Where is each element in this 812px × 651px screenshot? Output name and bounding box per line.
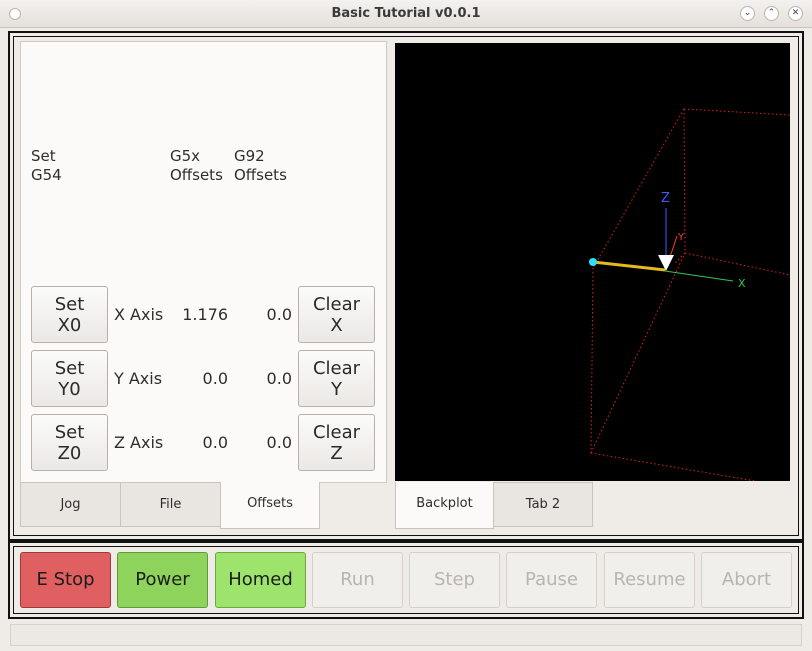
tab-offsets[interactable]: Offsets xyxy=(220,482,320,529)
run-button[interactable]: Run xyxy=(312,552,403,608)
set-y0-button[interactable]: Set Y0 xyxy=(31,350,108,407)
x-g5x-value: 1.176 xyxy=(182,305,228,324)
main-inner-frame xyxy=(13,36,799,536)
header-g5x-offsets: G5x Offsets xyxy=(170,147,223,184)
bounds-edge xyxy=(590,267,594,454)
z-g92-value: 0.0 xyxy=(266,433,292,452)
backplot-canvas: X Y Z xyxy=(589,108,790,481)
header-set-g54: Set G54 xyxy=(31,147,62,184)
y-g5x-value: 0.0 xyxy=(202,369,228,388)
controls-frame xyxy=(8,541,804,619)
offsets-panel xyxy=(20,41,387,483)
x-g92-value: 0.0 xyxy=(266,305,292,324)
bounds-edge xyxy=(684,252,790,276)
origin-marker-icon xyxy=(589,258,597,266)
x-axis-label: X Axis xyxy=(114,305,164,324)
window-title: Basic Tutorial v0.0.1 xyxy=(331,6,481,21)
y-axis-label: Y Axis xyxy=(114,369,163,388)
maximize-icon[interactable]: ⌃ xyxy=(764,6,779,21)
window-menu-icon[interactable] xyxy=(9,8,21,20)
tab-jog[interactable]: Jog xyxy=(20,482,121,527)
tab-file[interactable]: File xyxy=(120,482,221,527)
main-frame xyxy=(8,31,804,541)
tab-backplot[interactable]: Backplot xyxy=(395,482,494,529)
y-axis-tag: Y xyxy=(677,232,685,243)
abort-button[interactable]: Abort xyxy=(701,552,792,608)
status-bar xyxy=(10,624,802,646)
title-bar: Basic Tutorial v0.0.1 ⌄ ⌃ ✕ xyxy=(0,0,812,28)
x-axis-line xyxy=(664,270,734,282)
pause-button[interactable]: Pause xyxy=(506,552,597,608)
tool-path xyxy=(592,260,666,272)
z-axis-label: Z Axis xyxy=(114,433,164,452)
bounds-edge xyxy=(592,108,685,269)
bounds-edge xyxy=(674,252,686,264)
minimize-icon[interactable]: ⌄ xyxy=(740,6,755,21)
bounds-edge xyxy=(590,452,756,481)
z-axis-tag: Z xyxy=(661,191,670,206)
clear-z-button[interactable]: Clear Z xyxy=(298,414,375,471)
z-g5x-value: 0.0 xyxy=(202,433,228,452)
homed-button[interactable]: Homed xyxy=(215,552,306,608)
clear-y-button[interactable]: Clear Y xyxy=(298,350,375,407)
header-g92-offsets: G92 Offsets xyxy=(234,147,287,184)
close-icon[interactable]: ✕ xyxy=(788,6,803,21)
x-axis-tag: X xyxy=(738,277,746,290)
bounds-edge xyxy=(683,108,790,116)
clear-x-button[interactable]: Clear X xyxy=(298,286,375,343)
machine-bounds xyxy=(590,108,790,481)
tab-tab-2[interactable]: Tab 2 xyxy=(493,482,593,527)
backplot-viewport[interactable]: X Y Z xyxy=(395,43,790,481)
tool-cone-icon xyxy=(658,255,674,271)
controls-inner-frame xyxy=(13,546,799,614)
step-button[interactable]: Step xyxy=(409,552,500,608)
set-x0-button[interactable]: Set X0 xyxy=(31,286,108,343)
estop-button[interactable]: E Stop xyxy=(20,552,111,608)
set-z0-button[interactable]: Set Z0 xyxy=(31,414,108,471)
y-g92-value: 0.0 xyxy=(266,369,292,388)
resume-button[interactable]: Resume xyxy=(604,552,695,608)
bounds-edge xyxy=(590,252,686,454)
bounds-edge xyxy=(683,108,686,254)
power-button[interactable]: Power xyxy=(117,552,208,608)
